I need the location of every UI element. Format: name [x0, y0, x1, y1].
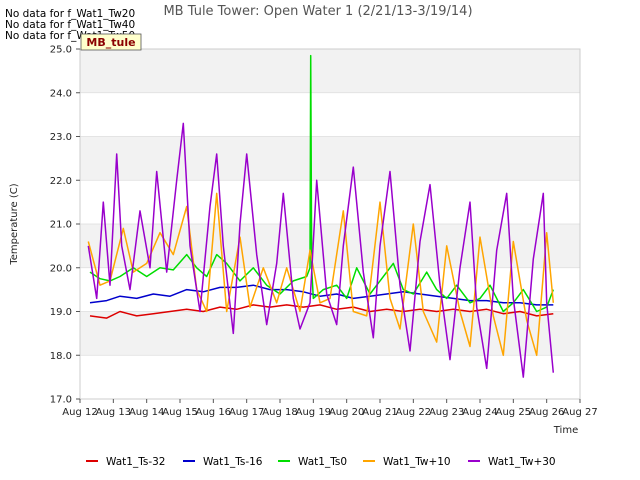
legend-label: Wat1_Ts-32 [106, 456, 166, 468]
x-tick-label: Aug 14 [129, 407, 164, 418]
legend-item: Wat1_Ts-32 [86, 456, 166, 468]
y-tick-label: 25.0 [50, 45, 72, 56]
y-tick-label: 17.0 [50, 395, 72, 406]
no-data-message-2: No data for f_Wat1_Tw40 [5, 19, 136, 31]
x-tick-label: Aug 25 [496, 407, 531, 418]
x-tick-label: Aug 27 [562, 407, 597, 418]
y-tick-label: 20.0 [50, 263, 72, 274]
legend-label: Wat1_Ts-16 [203, 456, 263, 468]
x-axis-label: Time [553, 425, 578, 436]
legend-label: Wat1_Tw+30 [488, 456, 556, 468]
y-tick-label: 22.0 [50, 176, 72, 187]
x-tick-label: Aug 21 [362, 407, 397, 418]
series-line-wat1-ts-32 [89, 304, 554, 319]
x-tick-label: Aug 13 [96, 407, 131, 418]
x-tick-label: Aug 22 [396, 407, 431, 418]
legend-label: Wat1_Ts0 [298, 456, 347, 468]
series-line-wat1-tw-10 [87, 192, 555, 357]
y-tick-label: 18.0 [50, 351, 72, 362]
grid-band [80, 311, 580, 356]
chart-title: MB Tule Tower: Open Water 1 (2/21/13-3/1… [163, 4, 472, 19]
grid-band [80, 49, 580, 93]
x-tick-label: Aug 18 [262, 407, 297, 418]
legend-item: Wat1_Ts0 [278, 456, 347, 468]
x-tick-label: Aug 19 [296, 407, 331, 418]
legend: Wat1_Ts-32 Wat1_Ts-16 Wat1_Ts0 Wat1_Tw+10 Wa… [86, 456, 556, 468]
x-tick-label: Aug 17 [229, 407, 264, 418]
legend-item: Wat1_Ts-16 [183, 456, 263, 468]
y-tick-label: 23.0 [50, 132, 72, 143]
x-tick-label: Aug 20 [329, 407, 364, 418]
y-tick-label: 24.0 [50, 88, 72, 99]
x-tick-label: Aug 16 [196, 407, 231, 418]
legend-label: Wat1_Tw+10 [383, 456, 451, 468]
legend-item: Wat1_Tw+30 [468, 456, 556, 468]
x-tick-label: Aug 26 [529, 407, 564, 418]
y-tick-label: 21.0 [50, 220, 72, 231]
no-data-message-1: No data for f_Wat1_Tw20 [5, 8, 136, 20]
tooltip-box: MB_tule [80, 33, 142, 51]
x-tick-label: Aug 12 [62, 407, 97, 418]
x-tick-label: Aug 15 [162, 407, 197, 418]
x-tick-label: Aug 23 [429, 407, 464, 418]
y-tick-label: 19.0 [50, 307, 72, 318]
grid-band [80, 136, 580, 181]
legend-item: Wat1_Tw+10 [363, 456, 451, 468]
x-tick-label: Aug 24 [462, 407, 497, 418]
series-line-wat1-tw-30 [87, 122, 555, 378]
y-axis-label: Temperature (C) [9, 183, 20, 265]
series-line-wat1-ts0 [89, 54, 555, 313]
tooltip-label: MB_tule [86, 36, 135, 49]
